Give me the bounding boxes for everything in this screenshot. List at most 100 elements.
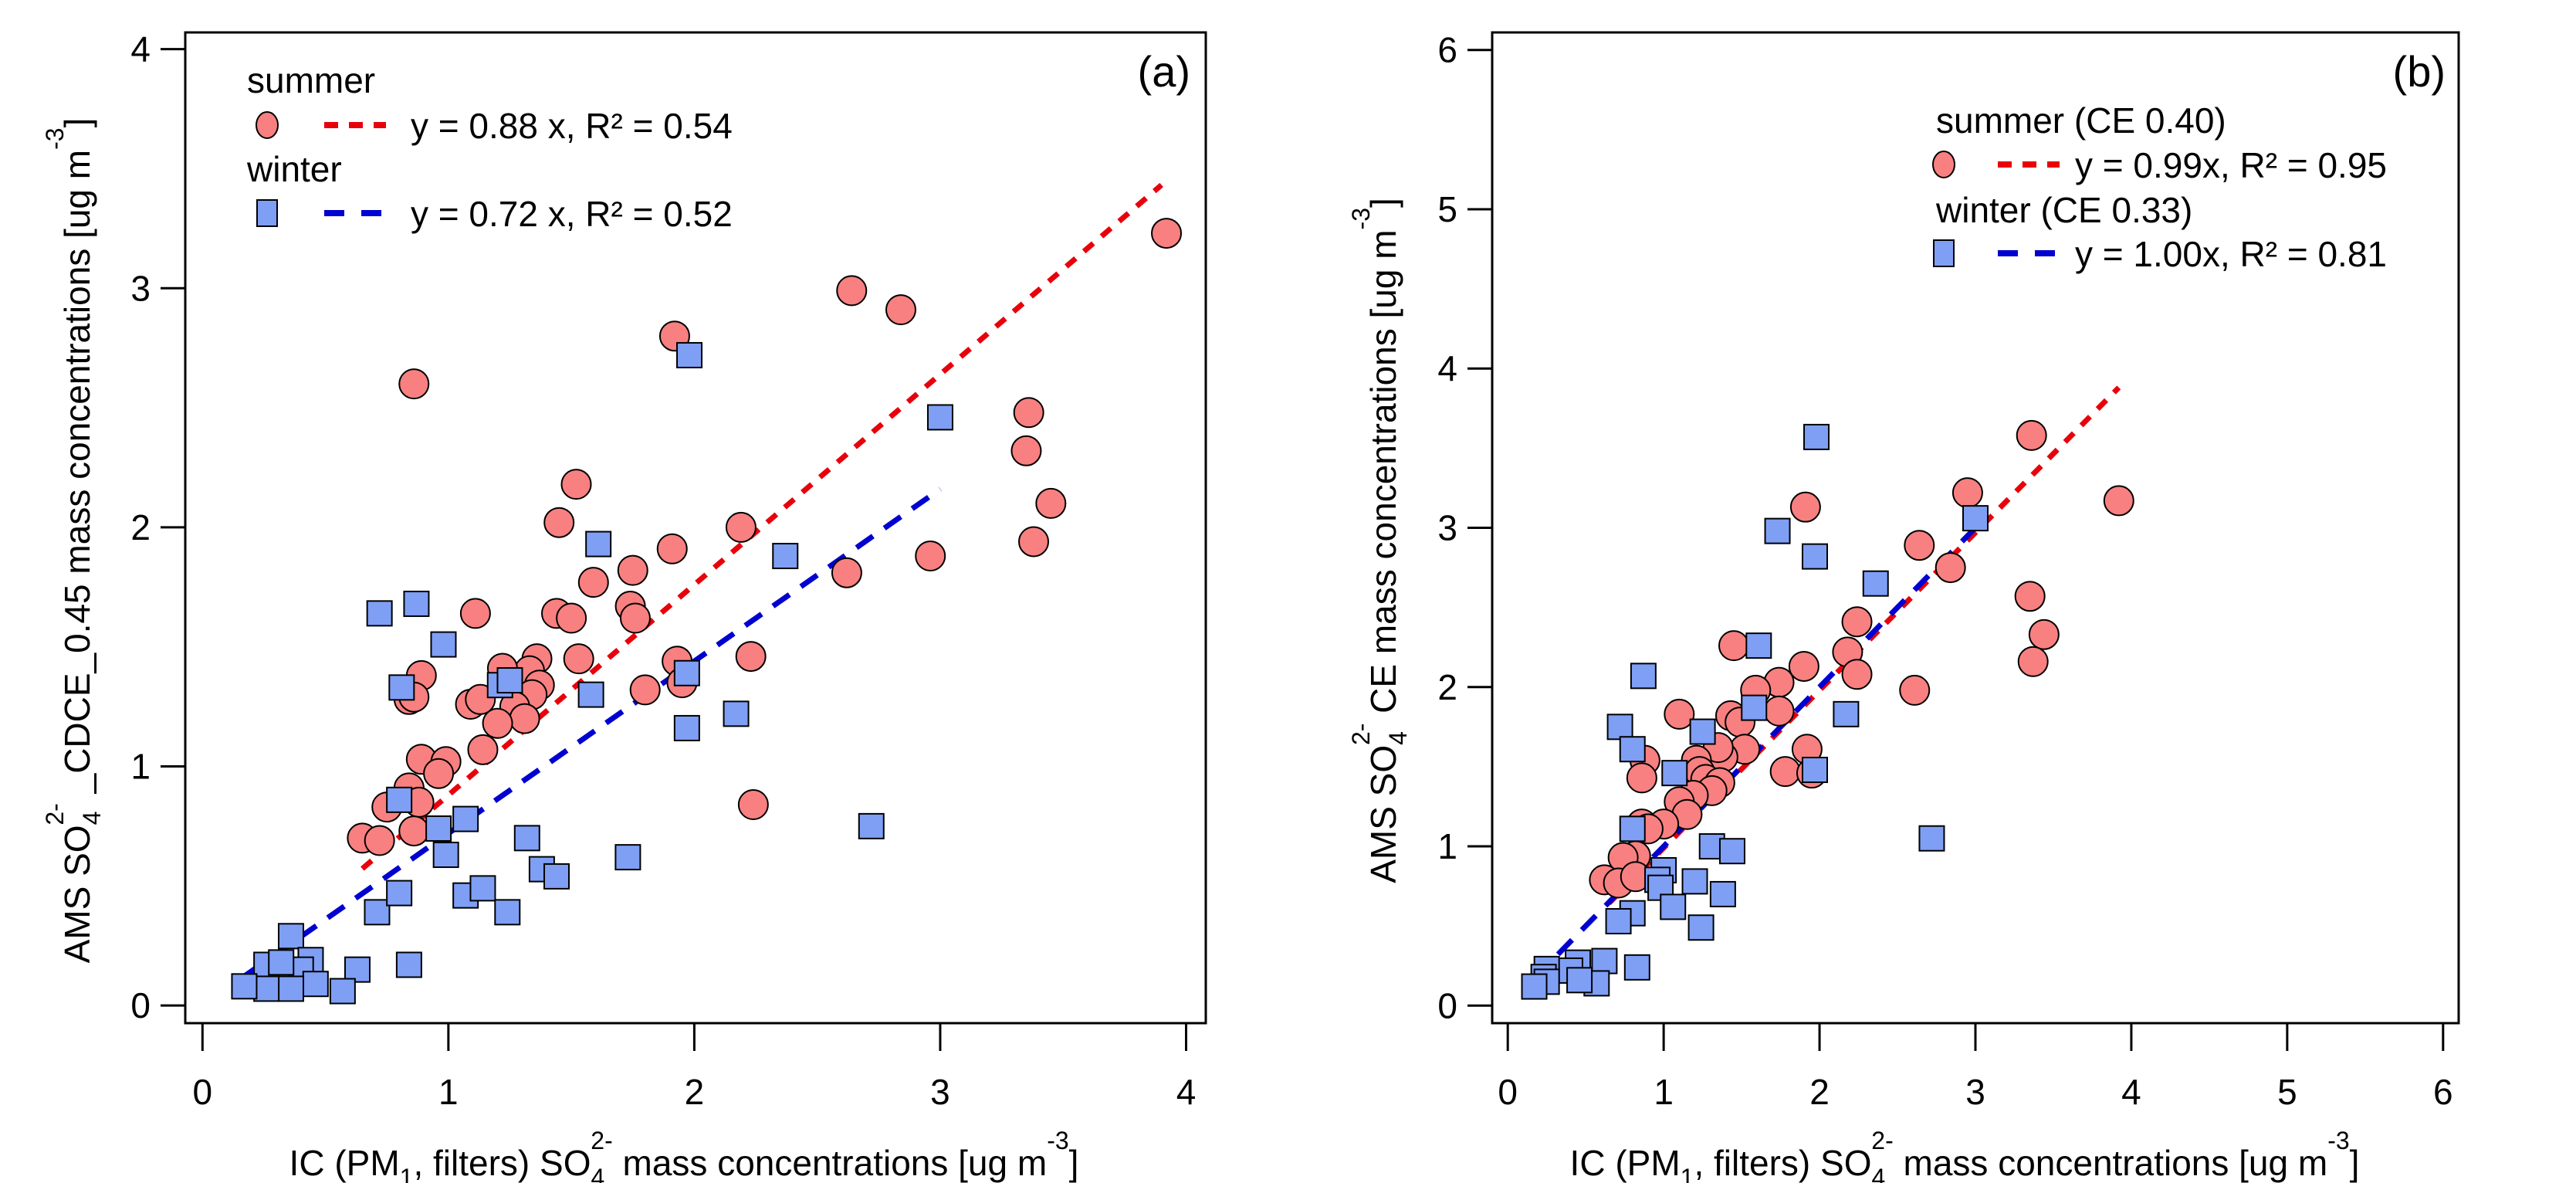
y-axis-label-part: _CDCE_0.45 mass concentrations [ug m — [57, 150, 97, 803]
y-axis-label-part: AMS SO — [57, 825, 97, 963]
winter-point — [926, 404, 953, 431]
x-tick-label: 4 — [1176, 1072, 1197, 1112]
summer-point — [831, 557, 862, 588]
summer-point — [617, 554, 648, 586]
y-axis-label-part: 2- — [1347, 724, 1375, 745]
winter-point — [253, 975, 280, 1002]
y-tick-label: 6 — [1437, 30, 1457, 70]
winter-point — [585, 530, 612, 558]
x-axis-label-part: 2- — [1871, 1127, 1893, 1154]
x-axis-label-part: 2- — [591, 1127, 612, 1154]
x-axis-label-part: mass concentrations [ug m — [613, 1143, 1047, 1183]
summer-point — [1018, 526, 1050, 558]
legend-fit-label: y = 0.72 x, R² = 0.52 — [411, 194, 733, 234]
summer-point — [656, 533, 688, 564]
winter-point — [1521, 973, 1548, 1000]
legend-circle-marker — [1932, 151, 1955, 178]
winter-point — [277, 975, 304, 1002]
winter-point — [1660, 893, 1687, 920]
legend-square-marker — [256, 199, 278, 227]
summer-point — [836, 275, 868, 307]
x-axis-label-part: ] — [2350, 1143, 2360, 1183]
winter-point — [1709, 880, 1736, 907]
winter-point — [1623, 954, 1650, 981]
winter-point — [344, 956, 371, 983]
x-tick-label: 5 — [2277, 1072, 2297, 1112]
winter-point — [1681, 868, 1708, 895]
winter-point — [676, 341, 703, 368]
x-axis-label-part: 4 — [591, 1164, 604, 1183]
summer-point — [1626, 762, 1657, 794]
legend-fit-label: y = 0.88 x, R² = 0.54 — [411, 106, 733, 146]
winter-point — [1962, 505, 1989, 532]
summer-point — [1664, 698, 1695, 730]
summer-point — [1899, 674, 1931, 706]
summer-point — [1789, 491, 1821, 523]
x-tick-label: 3 — [930, 1072, 950, 1112]
legend-title: summer (CE 0.40) — [1936, 100, 2226, 141]
winter-point — [1802, 757, 1829, 784]
summer-point — [629, 674, 661, 706]
summer-point — [1718, 630, 1749, 662]
series-summer — [1589, 419, 2134, 899]
winter-point — [1718, 838, 1745, 865]
legend-fit-label: y = 0.99x, R² = 0.95 — [2075, 145, 2387, 185]
y-axis-label: AMS SO4 2- _CDCE_0.45 mass concentrations… — [41, 118, 106, 964]
winter-point — [772, 543, 799, 570]
summer-point — [563, 643, 594, 675]
summer-point — [737, 789, 769, 821]
summer-point — [619, 602, 651, 634]
winter-point — [469, 875, 496, 902]
y-tick-label: 0 — [130, 985, 151, 1025]
x-tick-label: 3 — [1965, 1072, 1985, 1112]
y-axis-label-part: ] — [1363, 198, 1403, 208]
summer-point — [556, 602, 587, 634]
winter-point — [494, 899, 521, 926]
y-tick-label: 4 — [130, 29, 151, 69]
summer-point — [1904, 530, 1935, 561]
series-winter — [231, 341, 953, 1005]
winter-point — [1802, 543, 1829, 570]
winter-point — [1745, 632, 1772, 659]
summer-point — [735, 641, 767, 673]
x-tick-label: 0 — [193, 1072, 213, 1112]
y-axis-label-part: 4 — [78, 812, 106, 825]
y-axis-label-part: -3 — [41, 127, 69, 149]
winter-point — [1862, 570, 1889, 597]
winter-point — [1619, 815, 1646, 842]
legend-title: summer — [247, 60, 375, 100]
winter-point — [452, 805, 479, 832]
winter-point — [1661, 760, 1688, 787]
legend: summer y = 0.88 x, R² = 0.54 winter y = 0.7… — [246, 60, 733, 234]
summer-point — [467, 734, 499, 765]
y-axis-label: AMS SO4 2- CE mass concentrations [ug m-3… — [1347, 198, 1412, 883]
x-axis-label-part: 1 — [1681, 1164, 1694, 1183]
winter-point — [430, 631, 457, 658]
summer-point — [1151, 218, 1183, 249]
winter-point — [388, 674, 415, 701]
x-axis-label-part: IC (PM — [289, 1143, 400, 1183]
series-winter — [1521, 423, 1989, 1000]
legend-title: winter — [246, 149, 342, 189]
summer-point — [2017, 646, 2049, 677]
winter-point — [268, 949, 295, 976]
x-axis-label-part: -3 — [2327, 1127, 2349, 1154]
summer-point — [1951, 477, 1983, 509]
x-tick-label: 1 — [438, 1072, 459, 1112]
y-tick-label: 1 — [1437, 826, 1457, 866]
winter-point — [364, 899, 391, 926]
winter-point — [302, 971, 329, 998]
y-tick-label: 0 — [1437, 985, 1457, 1025]
x-axis-label-part: 4 — [1871, 1164, 1885, 1183]
summer-point — [423, 758, 455, 789]
x-tick-label: 1 — [1654, 1072, 1674, 1112]
summer-point — [725, 511, 757, 543]
panel-label: (a) — [1138, 47, 1190, 96]
summer-point — [543, 507, 575, 538]
winter-point — [1606, 714, 1633, 741]
summer-point — [1935, 552, 1966, 584]
winter-point — [1803, 423, 1830, 450]
